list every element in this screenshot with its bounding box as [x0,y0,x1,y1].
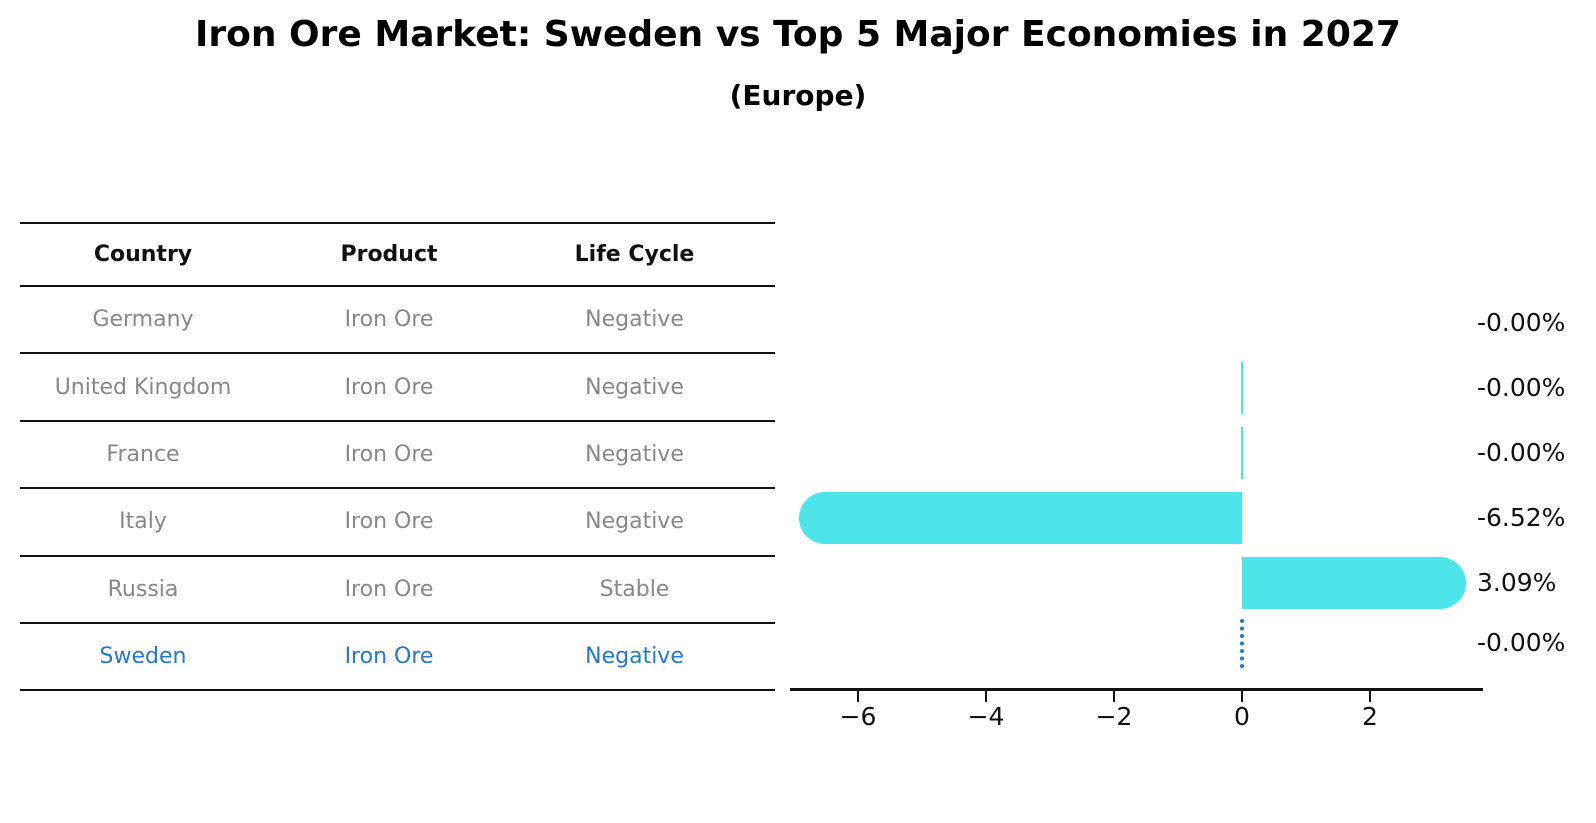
cell-product: Iron Ore [344,644,434,670]
x-axis-tick-label: −6 [839,702,877,731]
table-row-germany: Germany Iron Ore Negative [20,285,775,352]
cell-country: Sweden [99,644,187,670]
value-label-sweden: -0.00% [1477,628,1566,657]
cell-lifecycle: Negative [585,441,684,467]
column-header-lifecycle: Life Cycle [574,242,695,267]
x-axis-tick-label: −2 [1095,702,1133,731]
x-axis-tick [1113,691,1115,702]
x-axis-tick-label: 0 [1234,702,1250,731]
x-axis-tick [1241,691,1243,702]
value-label-united-kingdom: -0.00% [1477,373,1566,402]
bar-united-kingdom [1241,362,1243,414]
table-header-row: Country Product Life Cycle [20,222,775,285]
column-header-country: Country [93,242,193,267]
cell-country: United Kingdom [54,374,232,400]
table-row-france: France Iron Ore Negative [20,419,775,487]
x-axis-tick-label: 2 [1362,702,1378,731]
cell-country: Russia [107,576,179,602]
cell-country: France [106,441,180,467]
country-table: Country Product Life Cycle Germany Iron … [20,222,775,692]
cell-product: Iron Ore [344,374,434,400]
chart-title: Iron Ore Market: Sweden vs Top 5 Major E… [195,14,1401,55]
cell-product: Iron Ore [344,509,434,535]
bar-sweden-dashed-zero-line [1240,619,1244,668]
column-header-product: Product [340,242,438,267]
table-row-russia: Russia Iron Ore Stable [20,554,775,622]
cell-lifecycle: Negative [585,307,684,333]
x-axis-tick [985,691,987,702]
value-label-italy: -6.52% [1477,503,1566,532]
cell-product: Iron Ore [344,307,434,333]
x-axis-tick [1369,691,1371,702]
cell-lifecycle: Negative [585,644,684,670]
x-axis-line [790,688,1483,691]
cell-product: Iron Ore [344,576,434,602]
value-label-france: -0.00% [1477,438,1566,467]
chart-subtitle: (Europe) [729,79,867,112]
value-label-germany: -0.00% [1477,308,1566,337]
value-label-russia: 3.09% [1477,568,1557,597]
table-row-italy: Italy Iron Ore Negative [20,487,775,554]
cell-lifecycle: Stable [599,576,670,602]
table-row-united-kingdom: United Kingdom Iron Ore Negative [20,352,775,419]
cell-product: Iron Ore [344,441,434,467]
bar-france [1241,427,1243,479]
bar-russia [1242,557,1466,609]
cell-country: Germany [92,307,194,333]
cell-lifecycle: Negative [585,374,684,400]
cell-lifecycle: Negative [585,509,684,535]
table-row-sweden-highlighted: Sweden Iron Ore Negative [20,621,775,689]
cell-country: Italy [119,509,167,535]
x-axis-tick [857,691,859,702]
bar-italy [798,492,1242,544]
x-axis-tick-label: −4 [967,702,1005,731]
